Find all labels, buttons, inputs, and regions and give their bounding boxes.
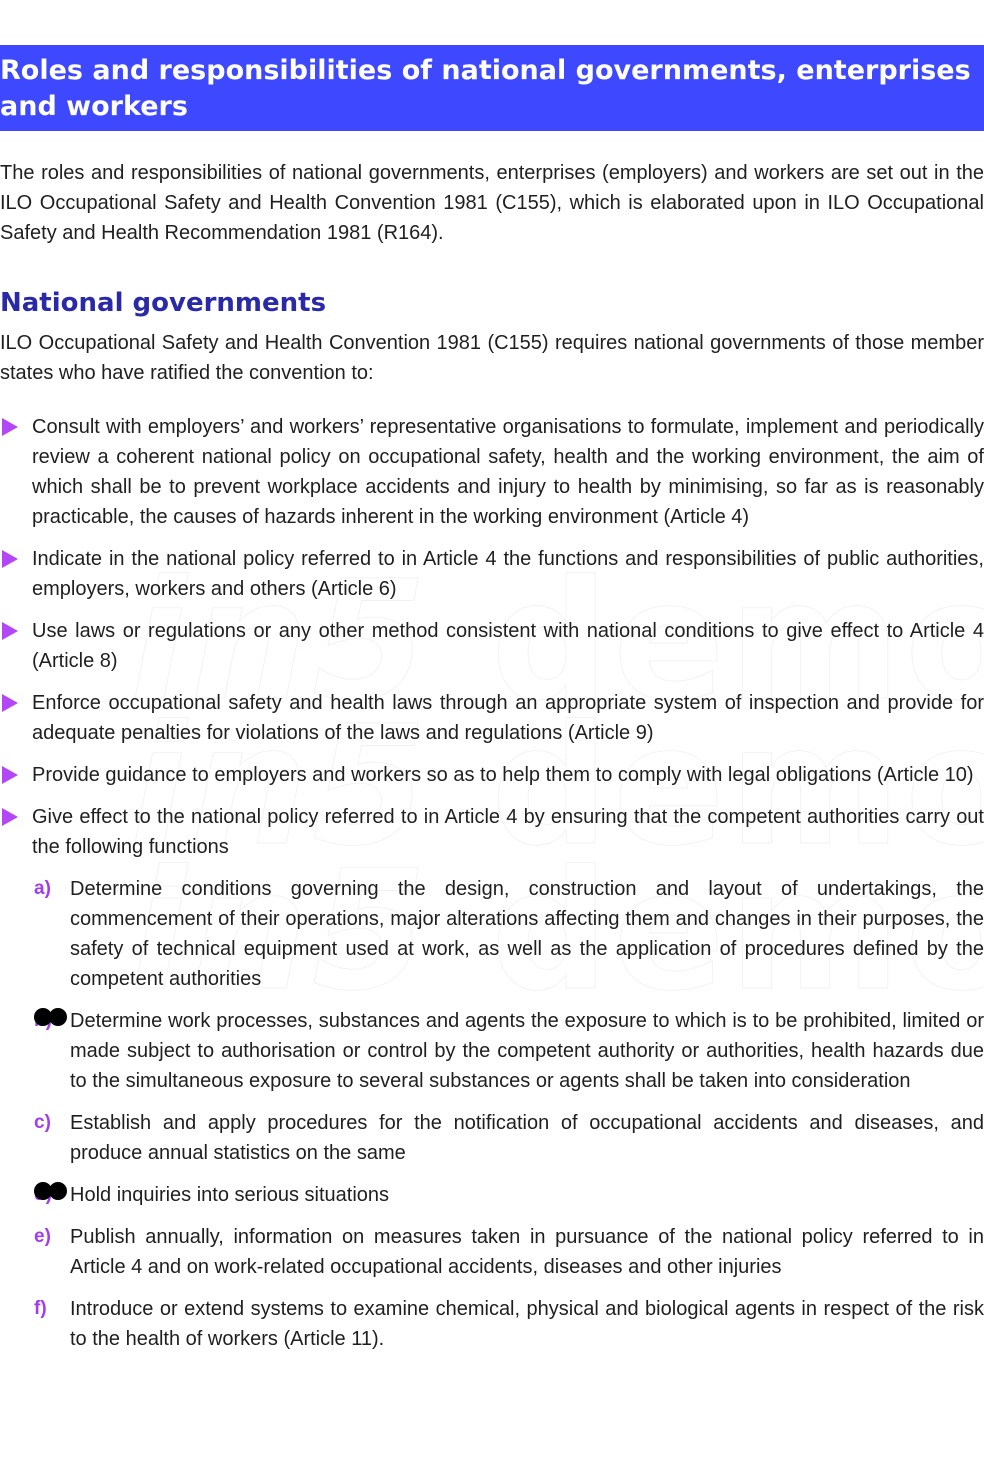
sub-item-text: Establish and apply procedures for the n… [70, 1112, 984, 1164]
main-content: The roles and responsibilities of nation… [0, 158, 984, 1366]
list-item: Indicate in the national policy referred… [0, 544, 984, 604]
triangle-bullet-icon [2, 766, 18, 784]
section-heading: National governments [0, 288, 327, 318]
title-banner: Roles and responsibilities of national g… [0, 45, 984, 131]
sub-item-text: Hold inquiries into serious situations [70, 1184, 390, 1206]
sub-item-text: Publish annually, information on measure… [70, 1226, 984, 1278]
list-item: Consult with employers’ and workers’ rep… [0, 412, 984, 532]
sub-item-letter: c) [34, 1112, 51, 1133]
redaction-dots-icon [34, 1182, 72, 1200]
list-item-text: Use laws or regulations or any other met… [32, 620, 984, 672]
sub-list-item: d)Hold inquiries into serious situations [0, 1180, 984, 1210]
sub-list-item: c) Establish and apply procedures for the… [0, 1108, 984, 1168]
triangle-bullet-icon [2, 622, 18, 640]
sub-item-text: Determine conditions governing the desig… [70, 878, 984, 990]
list-item-text: Give effect to the national policy refer… [32, 806, 984, 858]
sub-item-text: Determine work processes, substances and… [70, 1010, 984, 1092]
obligations-list: Consult with employers’ and workers’ rep… [0, 412, 984, 862]
sub-item-letter: f) [34, 1298, 47, 1319]
triangle-bullet-icon [2, 550, 18, 568]
intro-paragraph: The roles and responsibilities of nation… [0, 162, 984, 244]
list-item: Provide guidance to employers and worker… [0, 760, 984, 790]
list-item-text: Consult with employers’ and workers’ rep… [32, 416, 984, 528]
list-item-text: Indicate in the national policy referred… [32, 548, 984, 600]
list-item-text: Enforce occupational safety and health l… [32, 692, 984, 744]
triangle-bullet-icon [2, 418, 18, 436]
sub-list-item: a) Determine conditions governing the des… [0, 874, 984, 994]
sub-item-text: Introduce or extend systems to examine c… [70, 1298, 984, 1350]
page-title: Roles and responsibilities of national g… [0, 55, 971, 122]
functions-list: a) Determine conditions governing the des… [0, 874, 984, 1354]
list-item: Give effect to the national policy refer… [0, 802, 984, 862]
triangle-bullet-icon [2, 808, 18, 826]
redaction-dots-icon [34, 1008, 72, 1026]
sub-list-item: b)Determine work processes, substances a… [0, 1006, 984, 1096]
triangle-bullet-icon [2, 694, 18, 712]
sub-list-item: f) Introduce or extend systems to examine… [0, 1294, 984, 1354]
list-item: Enforce occupational safety and health l… [0, 688, 984, 748]
sub-list-item: e) Publish annually, information on measu… [0, 1222, 984, 1282]
sub-item-letter: e) [34, 1226, 51, 1247]
list-item: Use laws or regulations or any other met… [0, 616, 984, 676]
sub-item-letter: a) [34, 878, 51, 899]
section-lead: ILO Occupational Safety and Health Conve… [0, 332, 984, 384]
list-item-text: Provide guidance to employers and worker… [32, 764, 974, 786]
